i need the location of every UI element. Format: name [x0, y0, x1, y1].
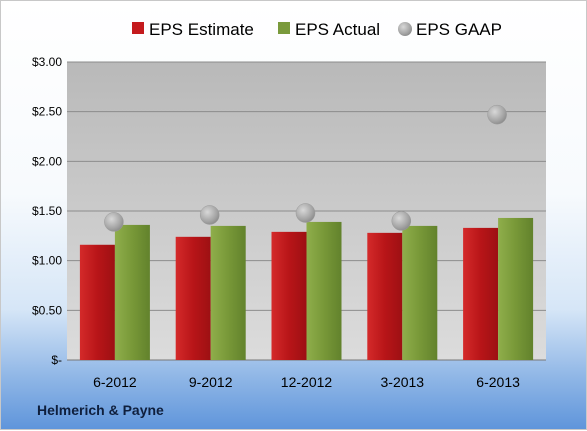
bar-eps-estimate [175, 236, 211, 360]
y-tick-label: $2.00 [32, 154, 62, 168]
bar-eps-estimate [271, 231, 307, 360]
x-tick-label: 12-2012 [281, 374, 333, 390]
legend-swatch-eps-actual [278, 22, 290, 34]
x-tick-label: 6-2012 [93, 374, 137, 390]
legend-swatch-eps-gaap [398, 22, 412, 36]
marker-eps-gaap [199, 205, 220, 225]
bar-eps-actual [498, 217, 534, 360]
y-tick-label: $1.00 [32, 254, 62, 268]
marker-eps-gaap [391, 211, 412, 231]
y-tick-label: $2.50 [32, 105, 62, 119]
legend-label: EPS Estimate [149, 20, 254, 39]
y-tick-label: $0.50 [32, 303, 62, 317]
y-tick-label: $1.50 [32, 204, 62, 218]
marker-eps-gaap [295, 203, 316, 223]
bar-eps-estimate [367, 232, 403, 360]
x-tick-label: 6-2013 [476, 374, 520, 390]
bar-eps-actual [114, 224, 150, 360]
bar-eps-actual [402, 225, 438, 360]
marker-eps-gaap [487, 104, 507, 125]
legend-swatch-eps-estimate [132, 22, 144, 34]
x-tick-label: 9-2012 [189, 374, 233, 390]
bar-eps-estimate [79, 244, 115, 360]
legend-label: EPS GAAP [416, 20, 502, 39]
legend-label: EPS Actual [295, 20, 380, 39]
x-tick-label: 3-2013 [381, 374, 425, 390]
y-tick-label: $- [51, 353, 62, 367]
y-tick-label: $3.00 [32, 55, 62, 69]
company-name: Helmerich & Payne [37, 402, 164, 418]
bar-eps-actual [210, 225, 246, 360]
bar-eps-actual [306, 221, 342, 360]
bar-eps-estimate [463, 227, 499, 360]
marker-eps-gaap [104, 212, 124, 232]
